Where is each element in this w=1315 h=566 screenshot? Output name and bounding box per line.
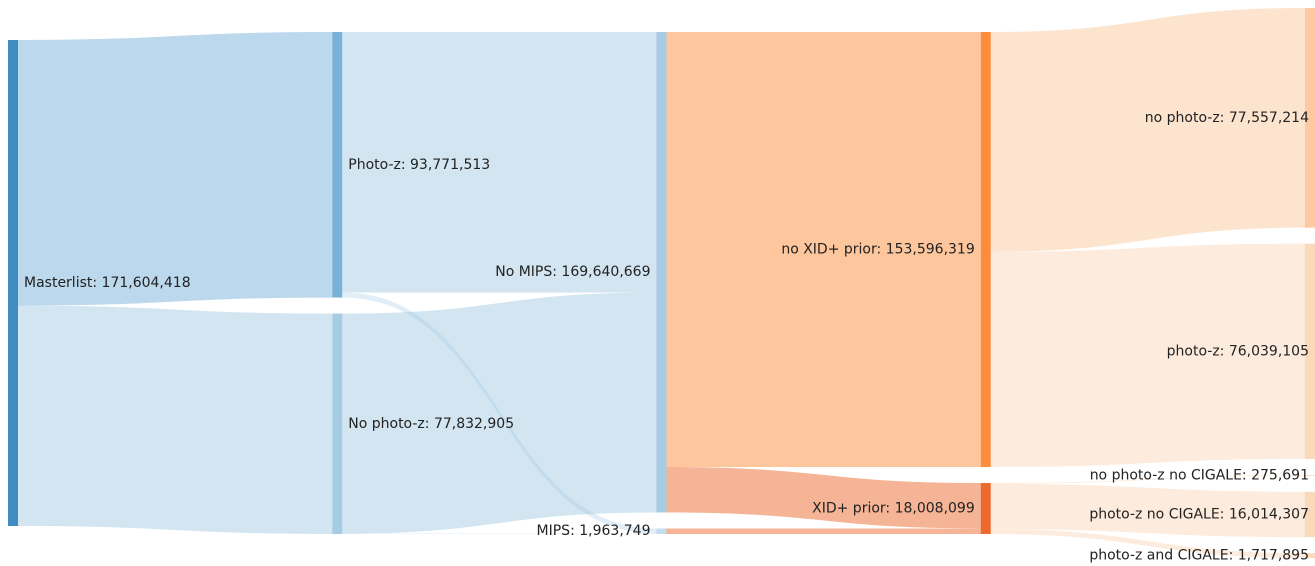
node [656,31,667,513]
flow [342,31,657,293]
flow [990,474,1305,484]
node-label: No MIPS: 169,640,669 [495,264,650,280]
node [332,31,343,298]
flow [666,31,981,467]
node [980,482,991,535]
flow [666,466,981,529]
node-label: XID+ prior: 18,008,099 [812,500,975,516]
node [1305,8,1315,228]
node [1305,243,1315,459]
flow [342,292,657,534]
flow [990,8,1305,252]
node-label: photo-z no CIGALE: 16,014,307 [1089,506,1309,522]
node-label: MIPS: 1,963,749 [537,523,651,539]
node [1305,491,1315,538]
node-label: No photo-z: 77,832,905 [348,416,514,432]
node-label: no photo-z: 77,557,214 [1145,110,1309,126]
node-label: Masterlist: 171,604,418 [24,275,191,291]
flow [18,31,333,306]
flow [666,528,981,535]
node [8,39,18,527]
node [656,528,667,535]
flow [990,243,1305,467]
node-label: photo-z and CIGALE: 1,717,895 [1089,548,1309,564]
node-label: no XID+ prior: 153,596,319 [781,241,974,257]
node [1305,474,1315,476]
flow [18,305,333,535]
node [1305,553,1315,558]
flow [990,529,1305,558]
links [18,8,1305,558]
node-label: no photo-z no CIGALE: 275,691 [1090,467,1309,483]
node [980,31,991,467]
flow [990,483,1305,538]
node [332,313,343,535]
node-label: photo-z: 76,039,105 [1167,343,1309,359]
node-label: Photo-z: 93,771,513 [348,157,490,173]
